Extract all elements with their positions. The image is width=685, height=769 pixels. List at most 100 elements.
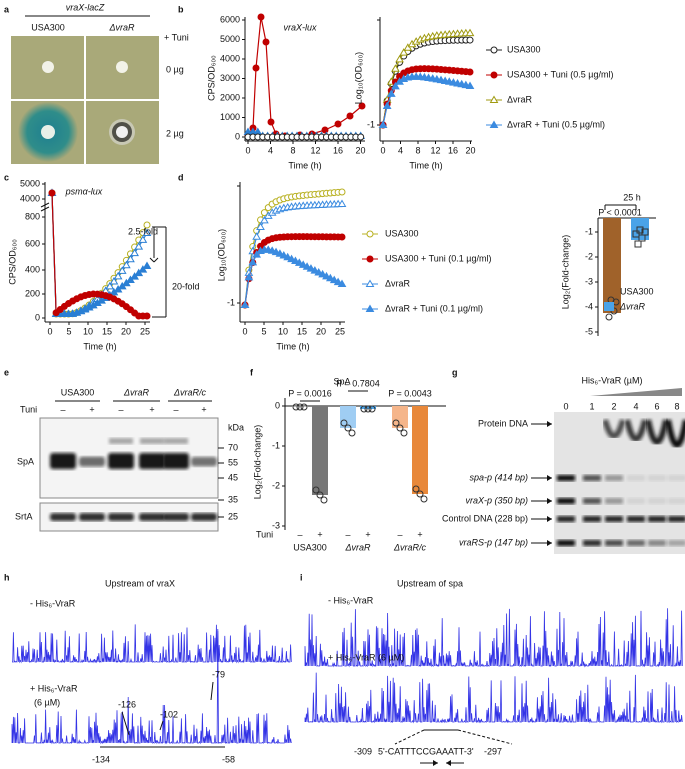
- y-tick-label: 0: [235, 131, 240, 141]
- point: [391, 64, 400, 72]
- x-axis-label: Time (h): [409, 160, 442, 170]
- arrowhead: [547, 475, 552, 481]
- band: [624, 419, 648, 442]
- y-axis-label: Log₁₀(OD₆₀₀): [353, 52, 363, 104]
- band: [108, 453, 134, 469]
- y-tick-label: 3000: [220, 73, 240, 83]
- sign: –: [60, 404, 65, 414]
- band: [583, 540, 601, 546]
- strain-label: ΔvraR: [344, 542, 371, 552]
- x-tick-label: 0: [380, 145, 385, 155]
- band: [163, 453, 189, 469]
- panel-letter: g: [452, 367, 458, 377]
- point: [283, 252, 293, 261]
- point: [256, 222, 265, 230]
- p-value: P = 0.7804: [336, 378, 380, 388]
- x-tick-label: 5: [261, 326, 266, 336]
- panel-letter: a: [4, 4, 10, 14]
- point: [392, 419, 400, 427]
- bar: [360, 406, 376, 409]
- bar: [340, 406, 356, 428]
- point: [130, 248, 139, 257]
- lane-label: 6: [654, 401, 659, 411]
- point: [360, 405, 368, 413]
- legend-label: USA300 + Tuni (0.5 µg/ml): [507, 69, 613, 79]
- band: [557, 475, 575, 481]
- arrowhead: [446, 760, 451, 766]
- point: [378, 120, 388, 128]
- y-tick-label: -5: [585, 326, 593, 336]
- point: [396, 424, 404, 432]
- band-label: SrtA: [15, 511, 33, 521]
- point: [312, 486, 320, 494]
- band-label: Control DNA (228 bp): [442, 513, 528, 523]
- marker-label: 55: [228, 457, 238, 467]
- point: [634, 240, 642, 248]
- x-tick-label: 15: [297, 326, 307, 336]
- point: [329, 275, 339, 284]
- point: [348, 429, 356, 437]
- x-tick-label: 5: [66, 326, 71, 336]
- strain-label: USA300: [293, 542, 327, 552]
- x-tick-label: 16: [448, 145, 458, 155]
- point: [399, 48, 409, 56]
- region-label: -58: [222, 754, 235, 764]
- point: [605, 313, 613, 321]
- bar: [412, 406, 428, 494]
- point: [466, 68, 474, 76]
- band: [665, 419, 685, 448]
- point: [636, 226, 644, 234]
- point: [252, 64, 260, 72]
- point: [382, 101, 392, 109]
- band: [108, 513, 134, 521]
- y-tick-label: 400: [25, 264, 40, 274]
- panel-letter: c: [4, 172, 9, 182]
- point: [334, 120, 342, 128]
- trace: [304, 608, 683, 668]
- y-tick-label: 5000: [20, 178, 40, 188]
- band: [602, 419, 626, 439]
- y-axis-label: Log₁₀(OD₆₀₀): [216, 229, 226, 281]
- point: [333, 277, 343, 286]
- point: [420, 495, 428, 503]
- y-axis-label: Log₂(Fold-change): [252, 425, 262, 500]
- band: [648, 475, 666, 481]
- band-label: vraRS-p (147 bp): [459, 537, 528, 547]
- point: [306, 264, 316, 272]
- arrow: [210, 681, 214, 701]
- point: [321, 126, 329, 134]
- panel-letter: f: [250, 367, 254, 377]
- point: [117, 266, 127, 274]
- point: [632, 230, 640, 238]
- sign: –: [118, 404, 123, 414]
- point: [294, 258, 304, 266]
- point: [365, 304, 375, 312]
- point: [134, 242, 144, 250]
- column-label: USA300: [31, 22, 65, 32]
- marker-label: 35: [228, 494, 238, 504]
- y-axis-label: Log₂(Fold-change): [560, 235, 570, 310]
- y-tick-label: -2: [272, 480, 280, 490]
- band: [627, 540, 645, 546]
- motif-sequence: 5'-CATTTCCGAAATT-3': [378, 746, 474, 756]
- column-label: ΔvraR: [108, 22, 135, 32]
- point: [338, 188, 346, 196]
- panel-letter: b: [178, 4, 184, 14]
- point: [296, 403, 304, 411]
- legend-label: USA300: [620, 286, 654, 296]
- band: [557, 516, 575, 522]
- point: [403, 43, 413, 51]
- point: [465, 28, 475, 37]
- band: [79, 513, 105, 521]
- band: [139, 453, 165, 469]
- point: [337, 279, 347, 287]
- point: [134, 268, 144, 277]
- panel-letter: i: [300, 572, 303, 582]
- panel-title: vraX-lacZ: [66, 2, 105, 12]
- point: [366, 230, 374, 238]
- band: [583, 475, 601, 481]
- y-tick-label: -4: [585, 301, 593, 311]
- treatment-label: Tuni: [256, 529, 273, 539]
- x-tick-label: 25: [335, 326, 345, 336]
- point: [267, 118, 275, 126]
